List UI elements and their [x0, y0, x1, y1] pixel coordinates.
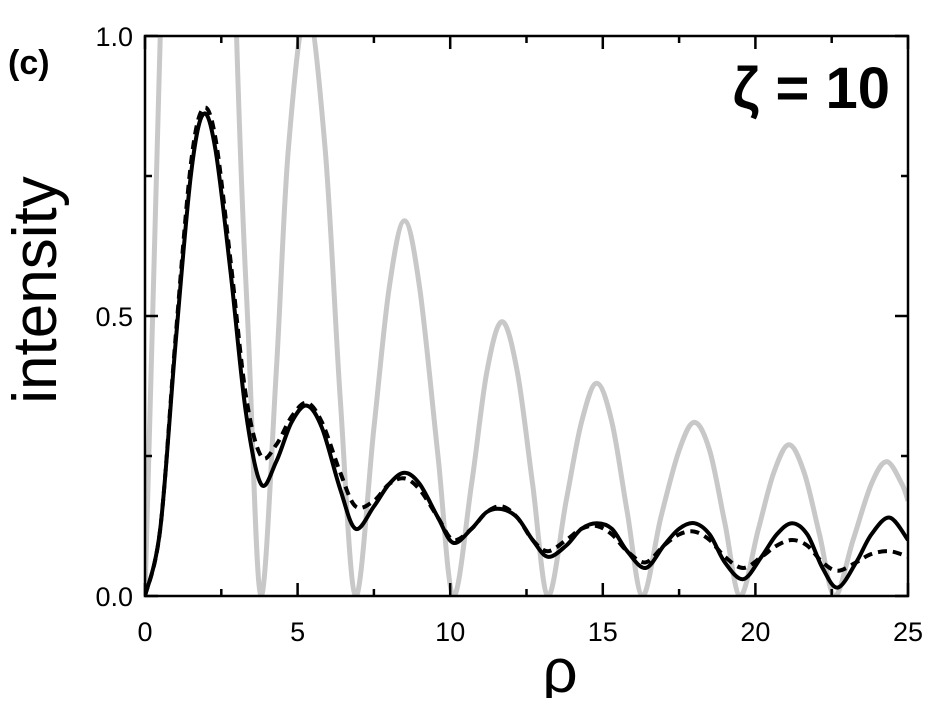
x-tick-label: 10 — [435, 617, 465, 647]
x-tick-label: 0 — [137, 617, 152, 647]
panel-label: (c) — [8, 44, 50, 82]
x-tick-label: 25 — [893, 617, 923, 647]
x-axis-label: ρ — [542, 637, 577, 698]
x-tick-label: 5 — [290, 617, 305, 647]
x-tick-label: 20 — [740, 617, 770, 647]
y-tick-label: 1.0 — [95, 22, 133, 52]
x-tick-label: 15 — [588, 617, 618, 647]
plot-area — [145, 36, 908, 596]
annotation: ζ = 10 — [733, 56, 890, 121]
y-tick-label: 0.0 — [95, 582, 133, 612]
series-line — [145, 36, 908, 596]
y-tick-label: 0.5 — [95, 302, 133, 332]
series-line — [145, 111, 908, 596]
y-axis-label: intensity — [1, 176, 70, 403]
